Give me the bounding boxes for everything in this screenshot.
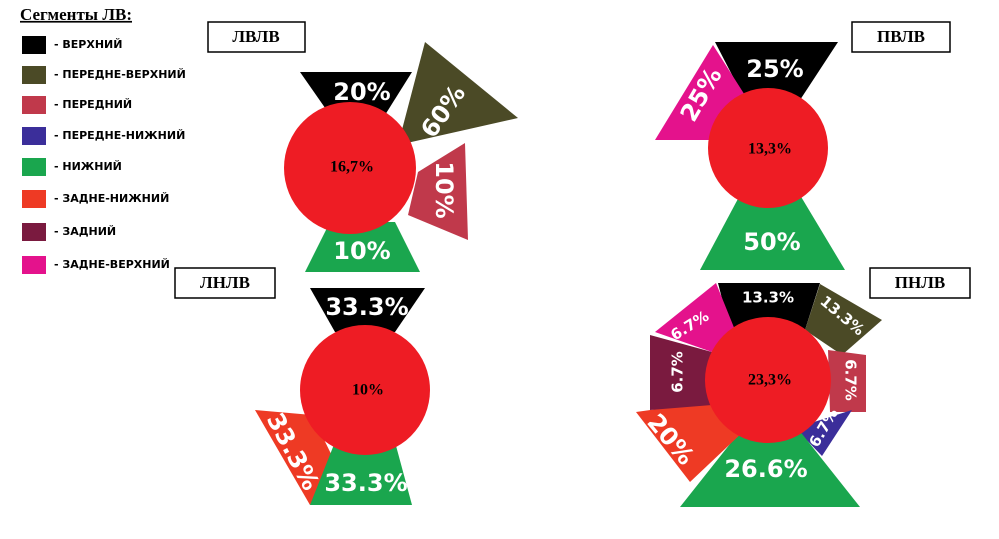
diagram-label: ЛНЛВ bbox=[200, 273, 250, 292]
center-label: 10% bbox=[352, 382, 384, 399]
segment bbox=[650, 335, 712, 410]
legend-item: - ПЕРЕДНЕ-НИЖНИЙ bbox=[54, 129, 185, 142]
segment bbox=[408, 143, 468, 240]
center-circle bbox=[300, 325, 430, 455]
legend-title: Сегменты ЛВ: bbox=[20, 5, 132, 24]
segment bbox=[305, 222, 420, 272]
swatch bbox=[22, 66, 46, 84]
segment bbox=[636, 402, 745, 482]
segment-label: 10% bbox=[333, 237, 390, 265]
segment bbox=[828, 350, 866, 412]
swatch bbox=[22, 223, 46, 241]
segment bbox=[718, 283, 820, 330]
segment-label: 50% bbox=[743, 228, 800, 256]
swatch bbox=[22, 96, 46, 114]
swatch bbox=[22, 256, 46, 274]
segment-label: 33.3% bbox=[325, 293, 408, 321]
swatch bbox=[22, 127, 46, 145]
legend-item: - НИЖНИЙ bbox=[54, 160, 122, 173]
center-label: 16,7% bbox=[330, 159, 374, 176]
legend-item: - ЗАДНЕ-ВЕРХНИЙ bbox=[54, 258, 170, 271]
segment bbox=[310, 288, 425, 332]
segment-label: 25% bbox=[746, 55, 803, 83]
swatch bbox=[22, 158, 46, 176]
legend-item: - ПЕРЕДНЕ-ВЕРХНИЙ bbox=[54, 68, 186, 81]
segment bbox=[805, 284, 882, 355]
segment bbox=[700, 195, 845, 270]
center-circle bbox=[284, 102, 416, 234]
segment-label: 10% bbox=[430, 161, 458, 218]
center-label: 23,3% bbox=[748, 372, 792, 389]
segment-label: 6.7% bbox=[842, 359, 860, 401]
legend: Сегменты ЛВ: - ВЕРХНИЙ - ПЕРЕДНЕ-ВЕРХНИЙ… bbox=[20, 5, 186, 274]
label-box bbox=[207, 21, 306, 53]
swatch bbox=[22, 190, 46, 208]
segment-label: 6.7% bbox=[669, 351, 687, 393]
segment bbox=[310, 442, 412, 505]
label-box bbox=[869, 267, 971, 299]
center-circle bbox=[705, 317, 831, 443]
diagram-pnlv: ПНЛВ 13.3% 13.3% 6.7% 6.7% 26.6% 20% 6.7… bbox=[636, 267, 971, 507]
legend-item: - ЗАДНИЙ bbox=[54, 225, 116, 238]
diagram-pvlv: ПВЛВ 25% 25% 50% 13,3% bbox=[655, 21, 951, 270]
segment-label: 33.3% bbox=[324, 469, 407, 497]
segment bbox=[795, 410, 852, 456]
segment-label: 13.3% bbox=[742, 289, 794, 307]
segment-label: 20% bbox=[333, 78, 390, 106]
label-box bbox=[174, 267, 276, 299]
segment bbox=[715, 42, 838, 100]
label-box bbox=[851, 21, 951, 53]
center-label: 13,3% bbox=[748, 141, 792, 158]
diagram-label: ПНЛВ bbox=[895, 273, 945, 292]
segment-label: 26.6% bbox=[724, 455, 807, 483]
segment bbox=[300, 72, 412, 115]
segment bbox=[655, 283, 735, 352]
legend-item: - ПЕРЕДНИЙ bbox=[54, 98, 132, 111]
legend-item: - ВЕРХНИЙ bbox=[54, 38, 122, 51]
diagram-label: ЛВЛВ bbox=[232, 27, 279, 46]
diagram-lnlv: ЛНЛВ 33.3% 33.3% 33.3% 10% bbox=[174, 267, 430, 505]
segment bbox=[680, 425, 860, 507]
swatch bbox=[22, 36, 46, 54]
segment bbox=[255, 410, 335, 505]
diagram-lvlv: ЛВЛВ 20% 60% 10% 10% 16,7% bbox=[207, 21, 518, 272]
center-circle bbox=[708, 88, 828, 208]
diagram-label: ПВЛВ bbox=[877, 27, 925, 46]
segment bbox=[398, 42, 518, 145]
legend-item: - ЗАДНЕ-НИЖНИЙ bbox=[54, 192, 169, 205]
